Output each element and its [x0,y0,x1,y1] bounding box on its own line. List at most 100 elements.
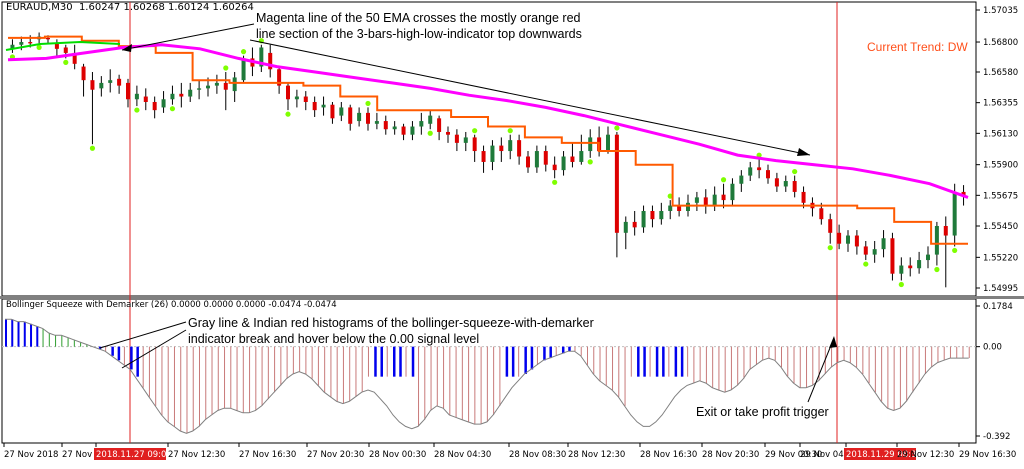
histogram-bar [111,346,114,356]
candle-body [712,194,717,206]
histogram-bar [230,346,232,409]
histogram-bar [17,321,20,347]
time-tick-label: 27 Nov 12:30 [168,450,225,460]
histogram-bar [799,346,801,388]
candle-body [783,181,788,187]
price-tick-label: 1.55900 [983,161,1018,171]
histogram-bar [781,346,782,368]
ema-cross-line-1: Magenta line of the 50 EMA crosses the m… [256,11,581,25]
ema-arrow-head [122,44,132,52]
histogram-bar [856,346,858,368]
candle-body [268,52,273,70]
current-trend-text: Current Trend: DW [867,40,968,54]
histogram-bar [637,346,640,377]
time-tick-label: 28 Nov 20:30 [702,450,759,460]
candle-body [481,151,486,162]
candle-body [161,99,166,108]
signal-dot [587,159,593,165]
histogram-bar [224,346,226,409]
histogram-bar [167,346,169,422]
candle-body [730,183,735,201]
histogram-bar [292,346,294,375]
histogram-bar [117,346,121,361]
signal-dot [792,168,798,175]
histogram-bar [937,346,939,363]
histogram-bar [918,346,920,384]
candle-body [72,52,77,64]
signal-dot [365,100,371,107]
candle-body [223,82,228,90]
ema-cross-annotation: Magenta line of the 50 EMA crosses the m… [256,10,582,42]
histogram-bar [843,346,845,361]
histogram-bar [730,346,732,390]
histogram-bar [699,346,701,381]
trend-arrow-line [249,39,811,156]
histogram-bar [399,346,402,377]
candle-body [854,235,859,247]
candle-body [19,42,24,45]
candle-body [54,43,59,49]
candle-body [401,126,406,135]
histogram-bar [136,346,139,377]
histogram-bar [849,346,851,363]
candle-body [321,104,326,108]
signal-dot [667,193,673,199]
price-tick-label: 1.55450 [983,222,1018,232]
time-tick-label: 28 Nov 04:30 [434,450,491,460]
histogram-bar [405,346,407,377]
histogram-bar [831,346,833,368]
time-tick-label: 28 Nov 16:30 [640,450,697,460]
candle-body [366,112,370,124]
price-tick-label: 1.54995 [983,284,1018,294]
candle-body [552,164,557,171]
histogram-bar [105,346,107,352]
time-tick-label: 29 Nov 04:30 [800,450,857,460]
ema-arrow-line [121,23,255,51]
candle-body [917,260,922,269]
candle-body [232,77,237,92]
candle-body [339,107,344,116]
time-tick-label-highlighted: 2018.11.29 08:30 [846,450,922,460]
histogram-bar [755,346,757,365]
histogram-bar [367,346,369,377]
time-tick-label: 28 Nov 08:30 [509,450,566,460]
signal-dot [36,44,42,50]
signal-dot [863,261,869,267]
time-tick-label: 27 Nov 2018 [4,450,58,460]
candle-body [668,205,673,212]
histogram-bar [574,346,576,352]
histogram-annotation: Gray line & Indian red histograms of the… [188,315,594,347]
candle-body [410,126,415,135]
candle-body [312,101,317,111]
signal-dot [134,107,140,113]
candle-body [641,211,646,228]
candle-body [819,208,824,220]
histogram-bar [505,346,509,377]
signal-dot [827,245,833,251]
candle-body [10,44,15,49]
candle-body [686,202,690,212]
histogram-bar [649,346,651,377]
candle-body [534,151,539,168]
hist-arrow-2 [121,329,187,369]
histogram-bar [142,346,144,388]
exit-arrow-head [829,336,837,348]
symbol-header: EURAUD,M30 1.60247 1.60268 1.60124 1.602… [6,2,254,13]
candle-body [846,235,850,244]
candle-body [721,194,726,201]
candle-body [943,225,948,236]
histogram-bar [67,337,69,347]
histogram-bar [630,346,632,377]
histogram-bar [261,346,263,406]
candle-body [748,167,753,176]
histogram-bar [605,346,607,386]
candle-body [837,232,842,244]
histogram-bar [267,346,269,400]
signal-dot [507,128,513,134]
signal-dot [285,111,291,117]
histogram-bar [493,346,495,416]
time-tick-label: 29 Nov 12:30 [897,450,954,460]
candle-body [463,137,468,143]
candle-body [419,121,424,127]
